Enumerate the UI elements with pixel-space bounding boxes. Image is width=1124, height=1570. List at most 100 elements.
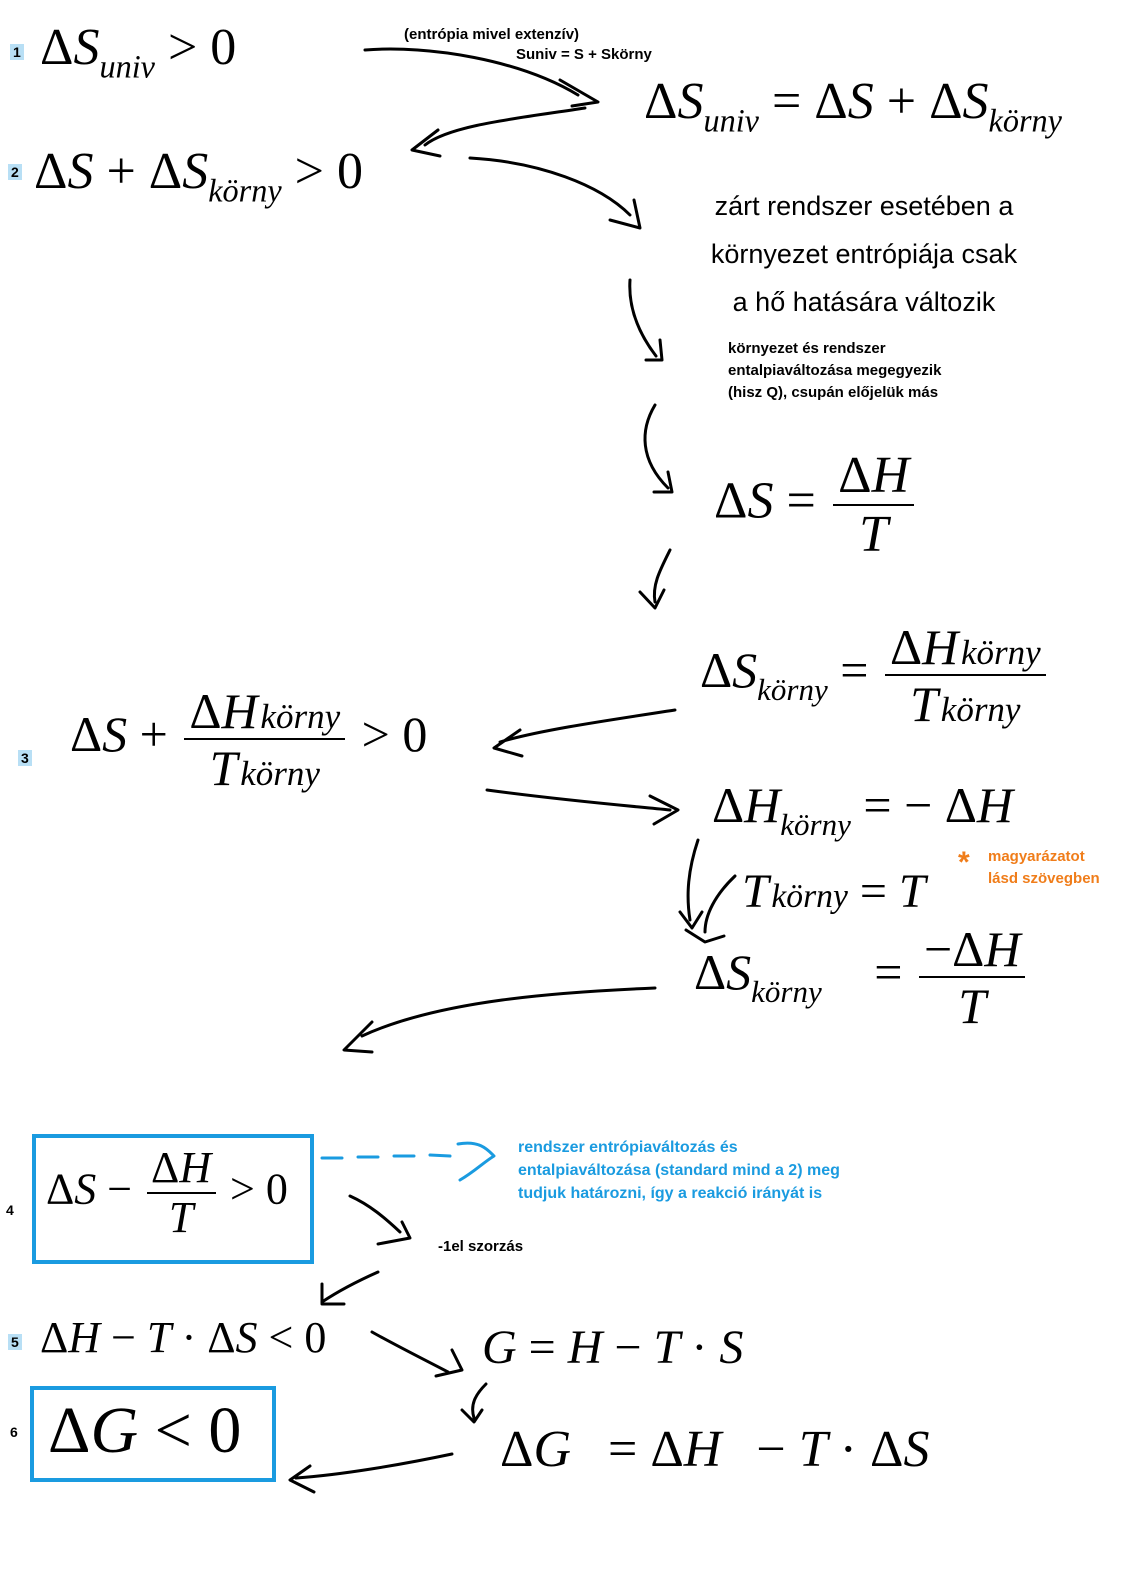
subscript-korny: körny — [988, 102, 1062, 139]
delta-symbol: Δ — [870, 1421, 904, 1478]
note-enthalpy: környezet és rendszer entalpiaváltozása … — [728, 338, 941, 404]
temperature-symbol: T — [798, 1421, 827, 1478]
delta-symbol: Δ — [952, 921, 985, 977]
arrow-3-to-dhkorny — [485, 788, 680, 826]
equation-dskorny-neg-dh-over-t: ΔSkörny = −ΔH T — [694, 924, 1029, 1031]
equation-6: ΔG < 0 — [48, 1398, 241, 1464]
note-closed-system: zárt rendszer esetében a környezet entró… — [684, 182, 1044, 326]
step-label-3: 3 — [18, 750, 32, 766]
delta-symbol: Δ — [700, 641, 733, 698]
entropy-symbol: S — [726, 943, 752, 1000]
plus-symbol: + — [106, 143, 136, 200]
eq-symbol: = — [528, 1321, 556, 1374]
blue-brace — [456, 1141, 496, 1182]
temperature-symbol: T — [146, 1313, 171, 1362]
gibbs-symbol: G — [482, 1321, 517, 1374]
minus-symbol: − — [111, 1313, 136, 1362]
entropy-symbol: S — [67, 143, 94, 200]
entropy-symbol: S — [73, 19, 100, 76]
equation-ds-dh-over-t: ΔS = ΔH T — [714, 450, 918, 561]
eq-symbol: = — [859, 865, 887, 918]
arrow-dg-to-6 — [288, 1452, 454, 1494]
equation-dhkorny-neg-dh: ΔHkörny = − ΔH — [712, 777, 1014, 840]
temperature-symbol: T — [653, 1321, 680, 1374]
eq-symbol: = — [771, 73, 802, 130]
note-standard-line-3: tudjuk határozni, így a reakció irányát … — [518, 1185, 823, 1202]
delta-symbol: Δ — [650, 1421, 684, 1478]
equation-2: ΔS + ΔSkörny > 0 — [34, 143, 363, 207]
enthalpy-symbol: H — [567, 1321, 603, 1374]
note-explanation: magyarázatot lásd szövegben — [988, 846, 1100, 890]
plus-symbol: + — [886, 73, 917, 130]
delta-symbol: Δ — [929, 73, 963, 130]
entropy-symbol: S — [719, 1321, 744, 1374]
subscript-korny: körny — [260, 697, 341, 736]
note-standard-line-2: entalpiaváltozása (standard mind a 2) me… — [518, 1162, 840, 1179]
equation-tkorny-eq-t: Tkörny = T — [742, 868, 926, 916]
enthalpy-symbol: H — [744, 777, 781, 833]
equation-1: ΔSuniv > 0 — [40, 19, 237, 83]
subscript-korny: körny — [240, 754, 320, 793]
zero-symbol: 0 — [210, 19, 237, 76]
plus-symbol: + — [139, 705, 168, 762]
gibbs-symbol: G — [90, 1394, 139, 1467]
arrow-2-to-closed — [468, 156, 642, 230]
temperature-symbol: T — [859, 506, 889, 564]
entropy-symbol: S — [677, 73, 704, 130]
equation-4: ΔS − ΔH T > 0 — [46, 1146, 288, 1240]
temperature-symbol: T — [209, 740, 238, 796]
subscript-korny: körny — [961, 633, 1041, 672]
subscript-korny: körny — [940, 690, 1021, 729]
highlight-box-6 — [30, 1386, 276, 1482]
note-enthalpy-line-2: entalpiaváltozása megegyezik — [728, 362, 942, 379]
temperature-symbol: T — [898, 865, 926, 918]
gt-symbol: > — [294, 143, 324, 200]
entropy-symbol: S — [102, 705, 128, 762]
delta-symbol: Δ — [48, 1394, 91, 1467]
delta-symbol: Δ — [712, 777, 745, 833]
delta-symbol: Δ — [644, 73, 678, 130]
equation-3: ΔS + ΔHkörny Tkörny > 0 — [70, 686, 427, 793]
temperature-symbol: T — [910, 676, 938, 732]
gt-symbol: > — [167, 19, 198, 76]
equation-dskorny-dhkorny: ΔSkörny = ΔHkörny Tkörny — [700, 622, 1050, 729]
delta-symbol: Δ — [714, 472, 748, 530]
delta-symbol: Δ — [148, 143, 183, 200]
equation-5: ΔH − T · ΔS < 0 — [40, 1316, 326, 1360]
zero-symbol: 0 — [208, 1394, 242, 1467]
arrow-g-to-dg — [460, 1382, 488, 1424]
gt-symbol: > — [361, 705, 390, 762]
lt-symbol: < — [154, 1394, 192, 1467]
temperature-symbol: T — [958, 978, 987, 1034]
delta-symbol: Δ — [46, 1164, 75, 1214]
fraction-dhkorny-over-tkorny: ΔHkörny Tkörny — [184, 686, 346, 796]
note-standard-line-1: rendszer entrópiaváltozás és — [518, 1139, 738, 1156]
note-closed-line-2: környezet entrópiája csak — [710, 239, 1018, 269]
fraction-dhkorny-over-tkorny: ΔHkörny Tkörny — [884, 619, 1046, 732]
temperature-symbol: T — [168, 1193, 194, 1243]
delta-symbol: Δ — [40, 19, 74, 76]
step-label-2: 2 — [8, 164, 22, 180]
enthalpy-symbol: H — [922, 619, 959, 675]
entropy-symbol: S — [847, 73, 874, 130]
note-closed-line-1: zárt rendszer esetében a — [714, 191, 1014, 221]
fraction-neg-dh-over-t: −ΔH T — [918, 921, 1026, 1034]
subscript-korny: körny — [757, 671, 828, 707]
cdot-symbol: · — [839, 1421, 857, 1478]
arrow-multiply-to-5 — [320, 1270, 380, 1306]
delta-symbol: Δ — [500, 1421, 534, 1478]
note-extensive-1: (entrópia mivel extenzív) — [404, 26, 580, 43]
minus-symbol: − — [904, 777, 933, 833]
entropy-symbol: S — [903, 1421, 930, 1478]
cdot-symbol: · — [181, 1313, 197, 1362]
step-label-6: 6 — [10, 1424, 18, 1440]
entropy-symbol: S — [732, 641, 758, 698]
arrow-closed-to-enthalpy — [628, 278, 664, 362]
arrow-dskorny-to-4 — [342, 986, 657, 1054]
blue-dashed-link — [320, 1153, 452, 1160]
note-standard-values: rendszer entrópiaváltozás és entalpiavál… — [518, 1136, 840, 1205]
entropy-symbol: S — [747, 472, 774, 530]
enthalpy-symbol: H — [976, 777, 1014, 833]
minus-symbol: − — [107, 1164, 133, 1214]
eq-symbol: = — [608, 1421, 638, 1478]
